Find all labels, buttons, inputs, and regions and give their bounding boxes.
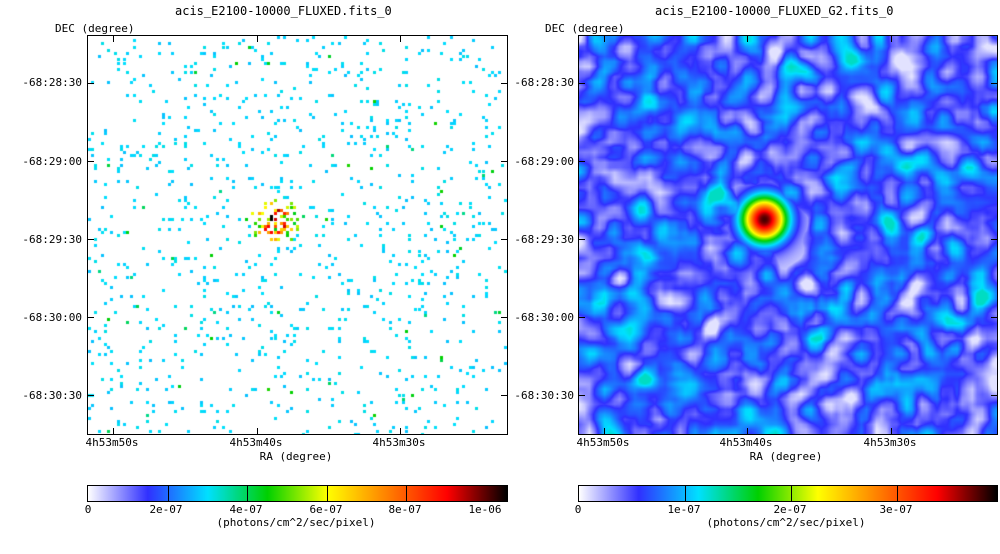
x-tick-mark (747, 428, 748, 434)
y-tick-mark (501, 161, 507, 162)
x-tick-mark (604, 36, 605, 42)
y-tick-mark (991, 317, 997, 318)
right-colorbar-tick-2: 1e-07 (667, 503, 701, 516)
right-colorbar-tick-4: 3e-07 (879, 503, 913, 516)
left-image-plot[interactable] (87, 35, 508, 435)
left-colorbar-tick-6: 1e-06 (468, 503, 502, 516)
x-tick-mark (113, 428, 114, 434)
colorbar-division (326, 486, 328, 501)
left-colorbar-tick-5: 8e-07 (388, 503, 422, 516)
right-dec-axis-label: DEC (degree) (545, 22, 625, 35)
y-tick-mark (88, 83, 94, 84)
left-colorbar (87, 485, 508, 502)
left-dec-tick-2: -68:29:00 (22, 155, 82, 168)
x-tick-mark (257, 36, 258, 42)
colorbar-division (406, 486, 408, 501)
y-tick-mark (501, 317, 507, 318)
left-colorbar-tick-2: 2e-07 (149, 503, 183, 516)
right-colorbar-tick-3: 2e-07 (773, 503, 807, 516)
left-ra-tick-1: 4h53m50s (85, 436, 139, 449)
y-tick-mark (991, 239, 997, 240)
right-colorbar (578, 485, 998, 502)
colorbar-division (684, 486, 686, 501)
right-ra-tick-1: 4h53m50s (576, 436, 630, 449)
colorbar-division (896, 486, 898, 501)
right-panel-title: acis_E2100-10000_FLUXED_G2.fits_0 (655, 4, 894, 18)
left-colorbar-tick-3: 4e-07 (229, 503, 263, 516)
y-tick-mark (579, 161, 585, 162)
x-tick-mark (891, 36, 892, 42)
left-dec-tick-4: -68:30:00 (22, 311, 82, 324)
left-ra-axis-label: RA (degree) (259, 450, 333, 463)
right-dec-tick-2: -68:29:00 (514, 155, 574, 168)
left-panel-title: acis_E2100-10000_FLUXED.fits_0 (175, 4, 392, 18)
y-tick-mark (501, 239, 507, 240)
colorbar-division (247, 486, 249, 501)
right-colorbar-tick-1: 0 (574, 503, 582, 516)
left-colorbar-tick-4: 6e-07 (309, 503, 343, 516)
right-dec-tick-3: -68:29:30 (514, 233, 574, 246)
x-tick-mark (747, 36, 748, 42)
right-ra-tick-2: 4h53m40s (719, 436, 773, 449)
x-tick-mark (113, 36, 114, 42)
left-colorbar-tick-1: 0 (84, 503, 92, 516)
x-tick-mark (400, 428, 401, 434)
y-tick-mark (88, 239, 94, 240)
y-tick-mark (579, 83, 585, 84)
right-ra-tick-3: 4h53m30s (863, 436, 917, 449)
left-image-canvas (88, 36, 507, 434)
y-tick-mark (991, 395, 997, 396)
colorbar-division (790, 486, 792, 501)
right-ra-axis-label: RA (degree) (749, 450, 823, 463)
y-tick-mark (579, 395, 585, 396)
y-tick-mark (579, 239, 585, 240)
right-image-canvas (579, 36, 997, 434)
left-ra-tick-3: 4h53m30s (372, 436, 426, 449)
left-colorbar-label: (photons/cm^2/sec/pixel) (216, 516, 376, 529)
left-ra-tick-2: 4h53m40s (229, 436, 283, 449)
left-dec-axis-label: DEC (degree) (55, 22, 135, 35)
y-tick-mark (88, 317, 94, 318)
y-tick-mark (991, 83, 997, 84)
right-dec-tick-4: -68:30:00 (514, 311, 574, 324)
y-tick-mark (88, 395, 94, 396)
y-tick-mark (501, 83, 507, 84)
left-dec-tick-1: -68:28:30 (22, 76, 82, 89)
left-dec-tick-3: -68:29:30 (22, 233, 82, 246)
right-image-plot[interactable] (578, 35, 998, 435)
y-tick-mark (579, 317, 585, 318)
y-tick-mark (991, 161, 997, 162)
right-colorbar-label: (photons/cm^2/sec/pixel) (706, 516, 866, 529)
y-tick-mark (88, 161, 94, 162)
left-dec-tick-5: -68:30:30 (22, 389, 82, 402)
x-tick-mark (257, 428, 258, 434)
colorbar-division (167, 486, 169, 501)
y-tick-mark (501, 395, 507, 396)
x-tick-mark (400, 36, 401, 42)
right-dec-tick-1: -68:28:30 (514, 76, 574, 89)
x-tick-mark (891, 428, 892, 434)
x-tick-mark (604, 428, 605, 434)
right-dec-tick-5: -68:30:30 (514, 389, 574, 402)
